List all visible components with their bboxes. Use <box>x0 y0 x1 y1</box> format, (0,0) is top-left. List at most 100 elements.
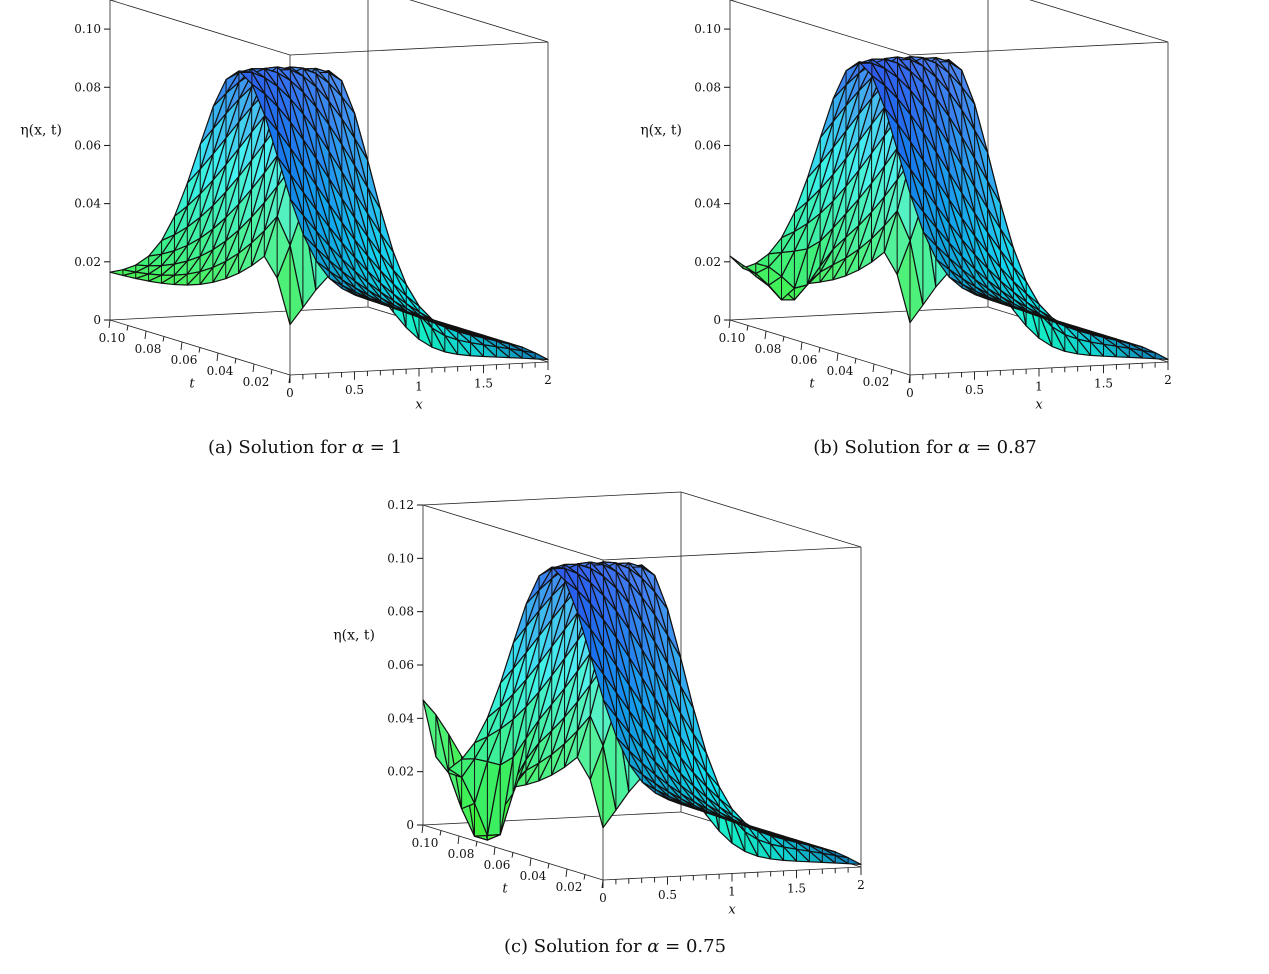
x-axis-label: x <box>1035 398 1043 413</box>
t-tick-label: 0.04 <box>207 364 234 378</box>
caption-c-alpha: α <box>647 936 660 957</box>
t-axis: 0.10 0.08 0.06 0.04 0.02 t <box>412 824 604 897</box>
box-edge <box>729 0 911 56</box>
x-tick-label: 1 <box>415 380 423 394</box>
surface-mesh <box>422 561 862 866</box>
z-tick-label: 0.08 <box>694 80 721 94</box>
t-tick <box>439 830 442 836</box>
t-axis-label: t <box>502 882 508 897</box>
t-tick <box>565 868 568 878</box>
box-edge <box>289 41 549 56</box>
x-axis: 0 0.5 1 1.5 2 x <box>286 362 552 413</box>
t-tick <box>126 325 129 331</box>
t-tick <box>475 841 478 847</box>
t-tick-label: 0.10 <box>99 331 126 345</box>
t-tick <box>288 374 291 384</box>
x-tick-label: 0.5 <box>658 888 677 902</box>
x-tick-label: 0.5 <box>965 383 984 397</box>
caption-a-prefix: (a) Solution for <box>207 437 352 458</box>
surface-plot-a: 0 0.02 0.04 0.06 0.08 0.10 η(x, t) 0 0.5 1 1.5 2 x 0.… <box>20 0 552 413</box>
t-tick-label: 0.04 <box>520 869 547 883</box>
x-axis: 0 0.5 1 1.5 2 x <box>906 362 1172 413</box>
t-tick <box>764 330 767 340</box>
z-tick-label: 0.06 <box>694 138 721 152</box>
x-axis-label: x <box>728 903 736 918</box>
t-tick <box>216 352 219 362</box>
x-tick-label: 0 <box>286 386 294 400</box>
t-tick <box>252 363 255 373</box>
t-tick <box>800 341 803 351</box>
t-tick <box>270 369 273 375</box>
box-edge <box>909 41 1169 56</box>
z-tick-label: 0.02 <box>74 255 101 269</box>
z-axis: 0 0.02 0.04 0.06 0.08 0.10 η(x, t) <box>640 22 730 327</box>
caption-b-alpha: α <box>958 437 971 458</box>
t-tick-label: 0.06 <box>484 858 511 872</box>
t-tick <box>493 846 496 856</box>
t-tick-label: 0.02 <box>863 375 890 389</box>
z-axis: 0 0.02 0.04 0.06 0.08 0.10 0.12 η(x, t) <box>333 498 423 832</box>
box-edge <box>680 491 862 548</box>
z-tick-label: 0.12 <box>387 498 414 512</box>
x-tick-label: 1 <box>728 885 736 899</box>
panel-a: 0 0.02 0.04 0.06 0.08 0.10 η(x, t) 0 0.5 1 1.5 2 x 0.… <box>20 0 580 413</box>
surface-cell <box>729 255 757 275</box>
box-edge <box>729 306 989 321</box>
x-tick-label: 1 <box>1035 380 1043 394</box>
t-tick-label: 0.08 <box>755 342 782 356</box>
t-tick <box>198 347 201 353</box>
z-tick-label: 0.10 <box>74 22 101 36</box>
x-tick-label: 1.5 <box>1094 376 1113 390</box>
z-axis-label: η(x, t) <box>20 122 62 138</box>
z-axis: 0 0.02 0.04 0.06 0.08 0.10 η(x, t) <box>20 22 110 327</box>
t-tick <box>457 835 460 845</box>
x-tick-label: 2 <box>1164 373 1172 387</box>
z-axis-label: η(x, t) <box>640 122 682 138</box>
caption-b-prefix: (b) Solution for <box>813 437 958 458</box>
x-axis-label: x <box>415 398 423 413</box>
t-tick <box>511 852 514 858</box>
surface-plot-c: 0 0.02 0.04 0.06 0.08 0.10 0.12 η(x, t) 0 0.5 1 1.5… <box>333 491 865 918</box>
z-tick-label: 0.04 <box>74 197 101 211</box>
z-tick-label: 0.08 <box>387 605 414 619</box>
t-tick-label: 0.10 <box>412 836 439 850</box>
panel-c: 0 0.02 0.04 0.06 0.08 0.10 0.12 η(x, t) 0 0.5 1 1.5… <box>333 491 893 918</box>
z-axis-label: η(x, t) <box>333 627 375 643</box>
box-edge <box>109 306 369 321</box>
box-edge <box>409 0 549 43</box>
box-edge <box>109 0 291 56</box>
t-tick <box>601 879 604 889</box>
t-tick <box>908 374 911 384</box>
t-tick <box>836 352 839 362</box>
caption-a-alpha: α <box>351 437 365 458</box>
box-edge <box>602 546 862 561</box>
caption-a-suffix: = 1 <box>364 437 403 458</box>
z-tick-label: 0 <box>713 313 721 327</box>
z-tick-label: 0 <box>406 818 414 832</box>
x-tick-label: 2 <box>857 878 865 892</box>
t-tick <box>529 857 532 867</box>
box-edge <box>422 811 682 826</box>
x-tick-label: 0 <box>599 891 607 905</box>
z-tick-label: 0.02 <box>387 765 414 779</box>
t-tick-label: 0.10 <box>719 331 746 345</box>
t-tick <box>890 369 893 375</box>
t-tick <box>818 347 821 353</box>
box-edge <box>422 504 604 561</box>
x-axis: 0 0.5 1 1.5 2 x <box>599 867 865 918</box>
panel-b: 0 0.02 0.04 0.06 0.08 0.10 η(x, t) 0 0.5 1 1.5 2 x 0.… <box>640 0 1200 413</box>
x-tick-label: 2 <box>544 373 552 387</box>
t-tick <box>872 363 875 373</box>
z-tick-label: 0.10 <box>694 22 721 36</box>
t-tick <box>180 341 183 351</box>
z-tick-label: 0.04 <box>387 711 414 725</box>
t-axis: 0.10 0.08 0.06 0.04 0.02 t <box>99 319 291 392</box>
x-tick-label: 1.5 <box>474 376 493 390</box>
z-tick-label: 0.02 <box>694 255 721 269</box>
t-tick-label: 0.04 <box>827 364 854 378</box>
x-tick-label: 0.5 <box>345 383 364 397</box>
surface-plot-b: 0 0.02 0.04 0.06 0.08 0.10 η(x, t) 0 0.5 1 1.5 2 x 0.… <box>640 0 1172 413</box>
z-tick-label: 0.04 <box>694 197 721 211</box>
x-tick-label: 0 <box>906 386 914 400</box>
z-tick-label: 0.06 <box>74 138 101 152</box>
